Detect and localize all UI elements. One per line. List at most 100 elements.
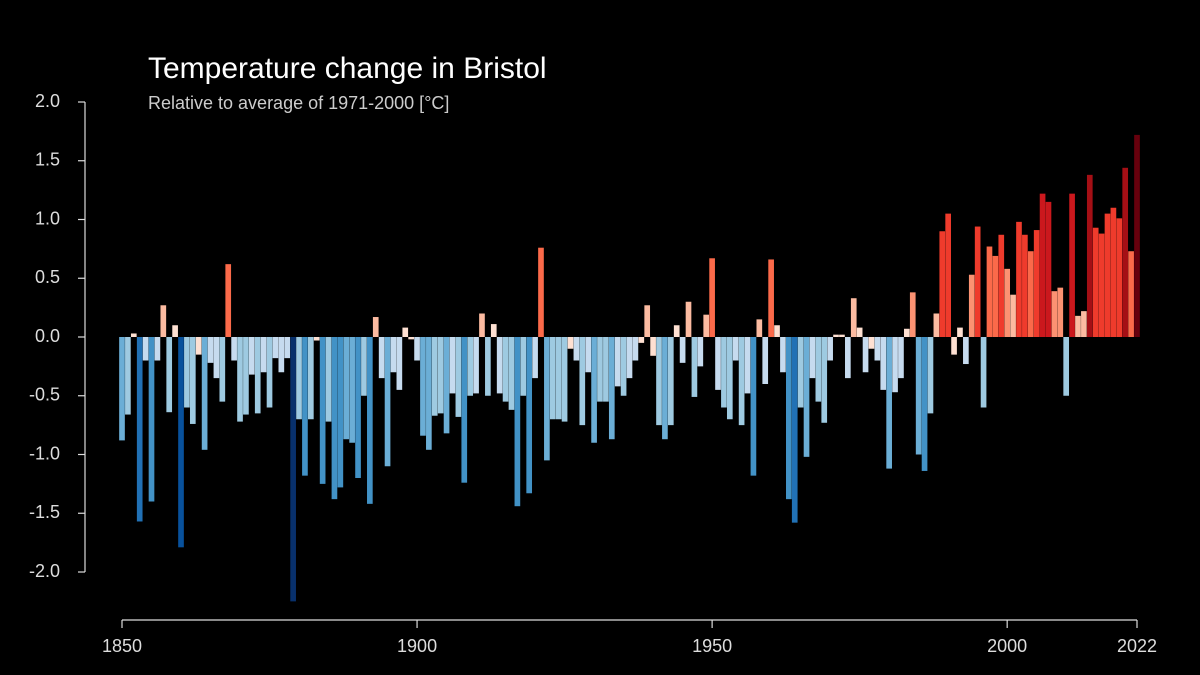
bar — [856, 327, 863, 337]
bar — [915, 337, 922, 455]
bar — [496, 337, 503, 394]
bar — [880, 337, 887, 390]
bar — [904, 328, 910, 337]
bar — [526, 337, 533, 494]
bar — [1081, 311, 1087, 337]
bar — [591, 337, 597, 443]
bar — [349, 337, 355, 443]
bar — [414, 337, 420, 361]
bar — [142, 337, 149, 361]
bar — [1098, 233, 1105, 337]
bar — [992, 255, 999, 337]
bar — [1004, 268, 1011, 337]
bar — [561, 337, 568, 422]
bar — [1039, 193, 1046, 337]
bar — [1010, 294, 1016, 337]
bar — [780, 337, 786, 373]
bar — [1045, 201, 1052, 337]
bar — [721, 337, 727, 408]
x-tick-label: 1850 — [102, 636, 142, 656]
bar — [697, 337, 704, 367]
bar — [886, 337, 892, 469]
y-tick-label: -1.0 — [29, 443, 60, 463]
bar — [898, 337, 904, 379]
bar — [738, 337, 745, 426]
bar — [892, 337, 898, 393]
bar — [195, 337, 202, 355]
bar — [473, 337, 479, 394]
bar — [839, 334, 845, 337]
bar — [791, 337, 798, 523]
bar — [254, 337, 261, 414]
bar — [715, 337, 721, 390]
bar — [1092, 227, 1099, 337]
bar — [284, 337, 291, 359]
y-tick-label: 2.0 — [35, 91, 60, 111]
bar — [679, 337, 686, 363]
bar — [662, 337, 668, 440]
bar — [597, 337, 603, 402]
y-tick-label: 1.0 — [35, 208, 60, 228]
bar — [396, 337, 403, 390]
bar — [703, 314, 710, 337]
bar — [313, 337, 320, 341]
bar — [455, 337, 462, 417]
bar — [544, 337, 550, 461]
x-tick-label: 1950 — [692, 636, 732, 656]
bar — [963, 337, 969, 365]
y-tick-label: -0.5 — [29, 385, 60, 405]
bar — [850, 298, 857, 337]
bar — [1069, 193, 1075, 337]
bar — [862, 337, 869, 373]
bar — [136, 337, 143, 522]
bar — [555, 337, 562, 420]
bar — [603, 337, 609, 402]
bar — [845, 337, 851, 379]
bar — [980, 337, 987, 408]
bar — [667, 337, 674, 426]
bar — [420, 337, 426, 436]
bar — [426, 337, 432, 450]
bar — [361, 337, 367, 396]
bar — [632, 337, 639, 361]
y-tick-label: 0.5 — [35, 267, 60, 287]
bar — [744, 337, 751, 394]
bar — [278, 337, 285, 373]
bar — [243, 337, 249, 415]
bar — [644, 305, 651, 337]
bar — [1086, 174, 1093, 337]
bar — [485, 337, 491, 396]
bar — [874, 337, 881, 361]
bar — [331, 337, 338, 500]
x-tick-label: 2000 — [987, 636, 1027, 656]
bar — [585, 337, 592, 373]
bar — [125, 337, 131, 415]
bar — [833, 334, 839, 337]
bar — [656, 337, 662, 426]
bar — [372, 317, 379, 337]
bar — [219, 337, 226, 402]
bar — [532, 337, 538, 379]
bar — [921, 337, 928, 471]
bar — [154, 337, 161, 361]
bar — [237, 337, 243, 422]
bar — [945, 213, 951, 337]
bar — [567, 337, 574, 349]
bar — [378, 337, 385, 379]
bar — [408, 337, 414, 340]
chart-subtitle: Relative to average of 1971-2000 [°C] — [148, 93, 449, 113]
bar — [1134, 134, 1140, 337]
bar — [785, 337, 792, 500]
bar — [160, 305, 167, 337]
bar — [449, 337, 456, 394]
bar — [750, 337, 757, 476]
bar — [1033, 230, 1040, 337]
bar — [443, 337, 450, 434]
bar — [130, 333, 137, 337]
bar — [1016, 221, 1022, 337]
bar — [302, 337, 308, 476]
bar — [774, 325, 780, 337]
bar — [201, 337, 208, 450]
bar — [148, 337, 155, 502]
bar — [927, 337, 934, 414]
